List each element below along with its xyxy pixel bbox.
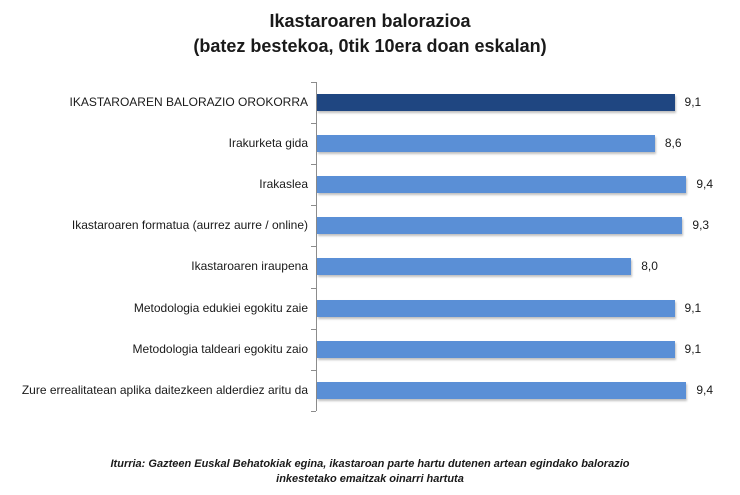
chart-subtitle: (batez bestekoa, 0tik 10era doan eskalan… bbox=[193, 36, 547, 56]
axis-tick bbox=[311, 329, 316, 330]
data-label: 9,4 bbox=[696, 382, 714, 397]
bar bbox=[317, 176, 687, 194]
data-label: 9,3 bbox=[692, 218, 710, 233]
axis-tick bbox=[311, 82, 316, 83]
axis-tick bbox=[311, 370, 316, 371]
data-label: 9,1 bbox=[684, 341, 702, 356]
bar bbox=[317, 340, 675, 358]
category-label: IKASTAROAREN BALORAZIO OROKORRA bbox=[69, 95, 309, 109]
axis-tick bbox=[311, 411, 316, 412]
category-label: Metodologia edukiei egokitu zaie bbox=[133, 300, 308, 315]
data-label: 9,4 bbox=[696, 177, 714, 192]
bar bbox=[317, 381, 687, 399]
chart-title-line1: Ikastaroaren balorazioa bbox=[269, 11, 471, 31]
bar bbox=[317, 135, 655, 153]
category-label: Ikastaroaren formatua (aurrez aurre / on… bbox=[71, 218, 308, 233]
bar-row: IKASTAROAREN BALORAZIO OROKORRA 9,1 bbox=[0, 82, 740, 123]
axis-tick bbox=[311, 123, 316, 124]
data-label: 8,6 bbox=[664, 136, 682, 151]
category-label: Ikastaroaren iraupena bbox=[191, 259, 308, 274]
axis-tick bbox=[311, 164, 316, 165]
bar bbox=[317, 217, 683, 235]
category-axis bbox=[316, 82, 317, 411]
data-label: 9,1 bbox=[684, 300, 702, 315]
footnote-line1: Iturria: Gazteen Euskal Behatokiak egina… bbox=[110, 458, 630, 470]
category-label: Metodologia taldeari egokitu zaio bbox=[132, 341, 308, 356]
bar-row: Ikastaroaren iraupena 8,0 bbox=[0, 246, 740, 287]
category-label: Zure errealitatean aplika daitezkeen ald… bbox=[21, 382, 308, 397]
bar-row: Irakaslea 9,4 bbox=[0, 164, 740, 205]
bar-row: Ikastaroaren formatua (aurrez aurre / on… bbox=[0, 205, 740, 246]
bar bbox=[317, 299, 675, 317]
data-label: 9,1 bbox=[684, 95, 702, 109]
data-label: 8,0 bbox=[641, 259, 658, 274]
bar-row: Zure errealitatean aplika daitezkeen ald… bbox=[0, 370, 740, 411]
bar bbox=[317, 258, 632, 276]
bar-row: Irakurketa gida 8,6 bbox=[0, 123, 740, 164]
category-label: Irakaslea bbox=[259, 177, 308, 192]
bar-highlight bbox=[317, 94, 675, 111]
axis-tick bbox=[311, 288, 316, 289]
footnote-line2: inkestetako emaitzak oinarri hartuta bbox=[276, 473, 464, 485]
bar-row: Metodologia taldeari egokitu zaio 9,1 bbox=[0, 329, 740, 370]
axis-tick bbox=[311, 246, 316, 247]
category-label: Irakurketa gida bbox=[228, 136, 308, 151]
bar-row: Metodologia edukiei egokitu zaie 9,1 bbox=[0, 288, 740, 329]
axis-tick bbox=[311, 205, 316, 206]
